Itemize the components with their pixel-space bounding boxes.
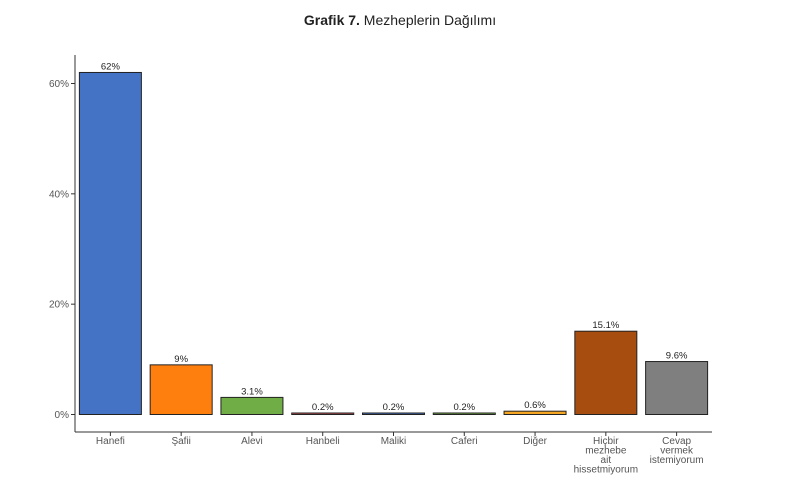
- bar-value-label: 62%: [101, 61, 121, 72]
- bar-value-label: 3.1%: [241, 386, 263, 397]
- bar-value-label: 0.2%: [453, 402, 475, 413]
- bar-value-label: 0.2%: [383, 402, 405, 413]
- x-tick-label: Hanefi: [96, 436, 125, 447]
- x-tick-label: Cevap vermek istemiyorum: [650, 436, 704, 466]
- bar-value-label: 15.1%: [592, 320, 619, 331]
- bar-value-label: 9%: [174, 354, 188, 365]
- bar: [220, 396, 284, 416]
- bar: [645, 361, 709, 416]
- x-tick-label-line: Hiçbir: [593, 436, 619, 447]
- chart-title-rest: Mezheplerin Dağılımı: [359, 12, 497, 28]
- x-tick-label: Caferi: [451, 436, 478, 447]
- x-tick-label: Alevi: [241, 436, 263, 447]
- y-tick-label: 40%: [49, 189, 69, 200]
- bar: [503, 410, 567, 416]
- x-tick-label-line: Şafii: [171, 436, 190, 447]
- bar: [149, 364, 213, 416]
- x-tick-label-line: Diğer: [523, 436, 548, 447]
- y-tick-label: 0%: [55, 410, 70, 421]
- bar-value-label: 0.6%: [524, 400, 546, 411]
- bar: [574, 330, 638, 415]
- y-tick-label: 60%: [49, 79, 69, 90]
- bar-value-label: 0.2%: [312, 402, 334, 413]
- x-tick-label: Diğer: [523, 436, 548, 447]
- chart-title-bold: Grafik 7.: [303, 12, 360, 28]
- x-tick-label-line: mezhebe: [585, 446, 627, 457]
- x-tick-label-line: Alevi: [241, 436, 263, 447]
- x-tick-label-line: Hanbeli: [306, 436, 340, 447]
- x-tick-label-line: Hanefi: [96, 436, 125, 447]
- y-tick-label: 20%: [49, 300, 69, 311]
- bar: [432, 412, 496, 415]
- x-tick-label: Hanbeli: [306, 436, 340, 447]
- x-tick-label: Maliki: [381, 436, 407, 447]
- bar: [291, 412, 355, 415]
- x-tick-label-line: Cevap: [662, 436, 691, 447]
- bar: [362, 412, 425, 415]
- bar: [78, 71, 142, 415]
- x-tick-label-line: vermek: [660, 446, 694, 457]
- x-tick-label-line: Maliki: [381, 436, 407, 447]
- x-tick-label-line: istemiyorum: [650, 455, 704, 466]
- x-tick-label-line: hissetmiyorum: [574, 465, 638, 476]
- x-tick-label-line: ait: [601, 455, 612, 466]
- bar-value-label: 9.6%: [666, 351, 688, 362]
- x-tick-label-line: Caferi: [451, 436, 478, 447]
- x-tick-label: Hiçbir mezhebe ait hissetmiyorum: [574, 436, 638, 476]
- x-tick-label: Şafii: [171, 436, 190, 447]
- chart-title: Grafik 7. Mezheplerin Dağılımı: [0, 12, 800, 28]
